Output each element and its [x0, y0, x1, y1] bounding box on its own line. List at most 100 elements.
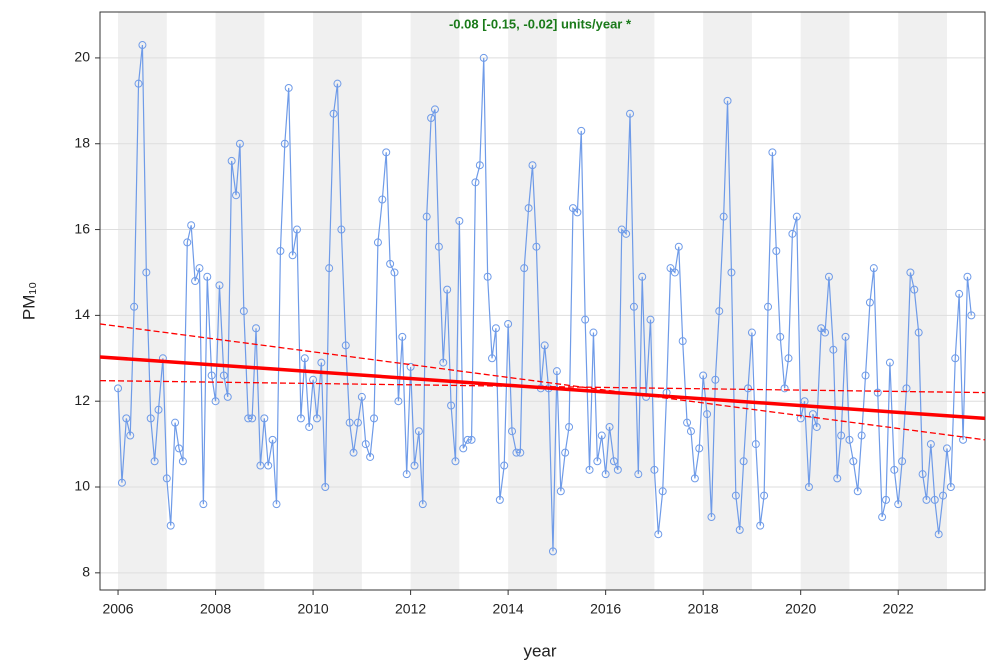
data-point	[142, 268, 151, 277]
data-point	[922, 495, 931, 504]
data-point	[443, 285, 452, 294]
data-point	[589, 328, 598, 337]
data-point	[967, 311, 976, 320]
data-point	[349, 448, 358, 457]
x-tick-label: 2010	[298, 601, 329, 617]
data-point	[711, 375, 720, 384]
data-point	[768, 148, 777, 157]
x-tick-label: 2018	[688, 601, 719, 617]
y-tick-label: 16	[74, 220, 90, 236]
data-point	[455, 216, 464, 225]
data-point	[894, 500, 903, 509]
data-point	[865, 298, 874, 307]
data-point	[195, 264, 204, 273]
data-point	[906, 268, 915, 277]
data-point	[792, 212, 801, 221]
data-point	[325, 264, 334, 273]
data-point	[276, 247, 285, 256]
data-point	[601, 470, 610, 479]
data-point	[873, 388, 882, 397]
data-point	[626, 109, 635, 118]
data-point	[288, 251, 297, 260]
data-point	[622, 229, 631, 238]
data-point	[341, 341, 350, 350]
data-point	[890, 465, 899, 474]
data-point	[804, 483, 813, 492]
data-point	[256, 461, 265, 470]
data-point	[235, 139, 244, 148]
data-point	[910, 285, 919, 294]
data-point	[926, 440, 935, 449]
data-point	[171, 418, 180, 427]
data-point	[857, 431, 866, 440]
data-point	[353, 418, 362, 427]
data-point	[317, 358, 326, 367]
data-point	[459, 444, 468, 453]
x-tick-label: 2006	[102, 601, 133, 617]
data-point	[296, 414, 305, 423]
data-point	[427, 113, 436, 122]
data-point	[126, 431, 135, 440]
data-point	[512, 448, 521, 457]
data-point	[585, 465, 594, 474]
data-line	[117, 44, 972, 552]
data-point	[930, 495, 939, 504]
data-point	[760, 491, 769, 500]
data-point	[824, 272, 833, 281]
data-point	[942, 444, 951, 453]
x-tick-label: 2014	[493, 601, 524, 617]
year-band	[605, 12, 655, 590]
data-point	[751, 440, 760, 449]
data-point	[410, 461, 419, 470]
data-point	[556, 487, 565, 496]
data-point	[260, 414, 269, 423]
data-point	[292, 225, 301, 234]
data-point	[918, 470, 927, 479]
y-axis-title: PM₁₀	[19, 282, 38, 320]
data-point	[951, 354, 960, 363]
data-point	[690, 474, 699, 483]
data-point	[479, 53, 488, 62]
data-point	[654, 530, 663, 539]
data-point	[174, 444, 183, 453]
data-point	[707, 513, 716, 522]
y-tick-label: 8	[82, 564, 90, 580]
data-point	[386, 259, 395, 268]
data-point	[963, 272, 972, 281]
data-point	[451, 457, 460, 466]
year-band	[118, 12, 167, 590]
data-point	[378, 195, 387, 204]
y-tick-label: 10	[74, 478, 90, 494]
data-point	[719, 212, 728, 221]
y-tick-label: 18	[74, 134, 90, 150]
data-point	[500, 461, 509, 470]
data-point	[232, 191, 241, 200]
data-point	[841, 332, 850, 341]
data-point	[686, 427, 695, 436]
data-point	[305, 422, 314, 431]
data-point	[495, 495, 504, 504]
data-point	[244, 414, 253, 423]
data-point	[309, 375, 318, 384]
data-point	[934, 530, 943, 539]
data-point	[703, 410, 712, 419]
data-point	[609, 457, 618, 466]
data-point	[634, 470, 643, 479]
data-point	[605, 422, 614, 431]
data-point	[146, 414, 155, 423]
data-point	[284, 83, 293, 92]
data-point	[727, 268, 736, 277]
data-point	[321, 483, 330, 492]
plot-frame	[99, 11, 986, 591]
data-point	[837, 431, 846, 440]
year-band	[313, 12, 362, 590]
data-point	[215, 281, 224, 290]
data-point	[914, 328, 923, 337]
data-point	[382, 148, 391, 157]
data-point	[122, 414, 131, 423]
data-point	[573, 208, 582, 217]
data-point	[699, 371, 708, 380]
data-point	[747, 328, 756, 337]
data-point	[764, 302, 773, 311]
